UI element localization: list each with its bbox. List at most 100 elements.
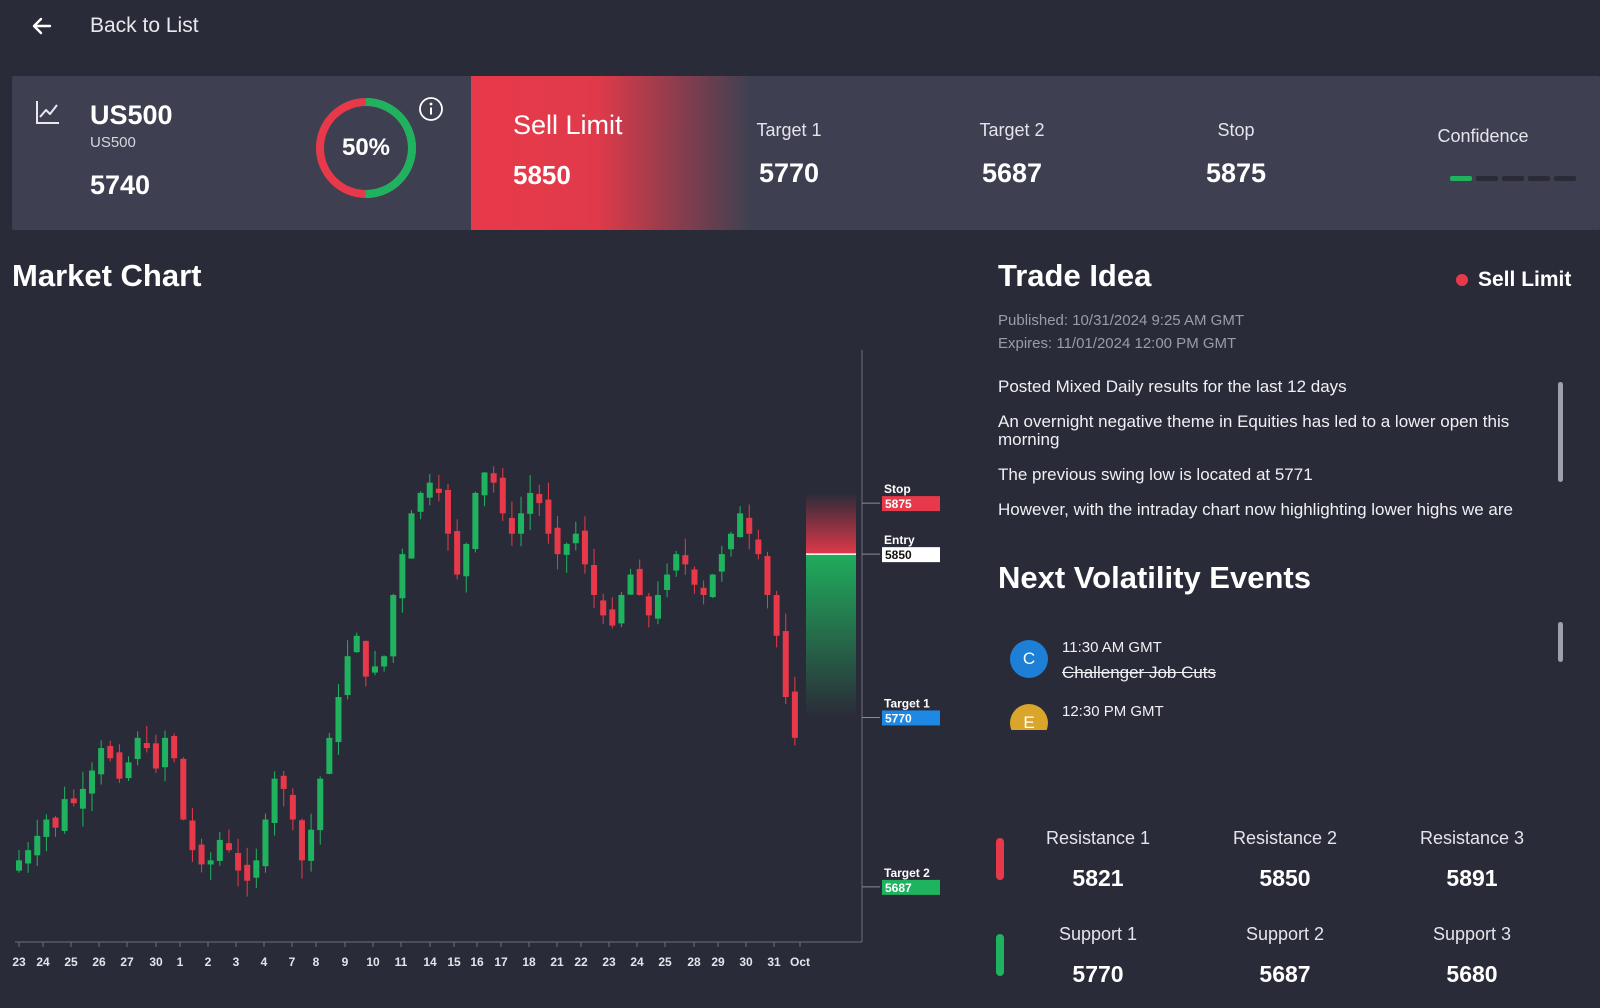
candle-body [362,640,369,677]
resistance-1: Resistance 1 5821 [1028,828,1168,892]
x-tick-label: 16 [470,955,484,969]
candle-body [308,829,315,861]
x-tick-label: 10 [366,955,380,969]
support-1-value: 5770 [1072,961,1124,987]
confidence-meter [1450,176,1576,181]
marker-label: Target 2 [884,866,930,880]
candle-body [782,631,789,698]
trade-idea-text[interactable]: Posted Mixed Daily results for the last … [998,378,1543,528]
candle-body [481,472,488,496]
symbol-subtitle: US500 [90,134,136,151]
candle-body [317,778,324,831]
market-chart[interactable]: Stop 5875 Entry 5850 Target 1 5770 Target 2 568… [0,340,970,980]
gauge-percent: 50% [341,134,391,161]
candle-body [98,748,105,775]
candle-body [591,565,598,595]
candle-body [417,492,424,512]
candle-body [399,554,406,599]
candle-body [116,752,123,779]
x-tick-label: 7 [289,955,296,969]
candle-body [737,513,744,538]
candle-body [89,770,96,794]
candle-body [134,737,141,760]
candle-body [518,513,525,534]
sell-dot-icon [1456,274,1468,286]
x-tick-label: 29 [711,955,725,969]
candle-body [390,594,397,657]
candle-body [171,735,178,759]
event-name: Challenger Job Cuts [1062,663,1217,682]
candle-body [289,794,296,820]
candle-body [25,850,32,864]
marker-label: Entry [884,533,915,547]
candle-body [262,819,269,867]
candle-body [298,820,305,861]
candle-body [79,788,86,809]
x-tick-label: 2 [205,955,212,969]
confidence-label: Confidence [1437,126,1529,146]
target2-metric: Target 2 5687 [932,76,1092,230]
x-tick-label: 24 [36,955,50,969]
candle-body [271,778,278,824]
candle-body [143,743,150,749]
stop-label: Stop [1217,120,1255,140]
idea-paragraph: Posted Mixed Daily results for the last … [998,378,1347,396]
x-tick-label: 4 [261,955,268,969]
candle-body [107,745,114,759]
candle-body [508,517,515,534]
events-scrollbar[interactable] [1558,622,1563,662]
event-item[interactable]: E 12:30 PM GMT [998,692,1528,730]
line-chart-icon [36,101,59,124]
candle-body [180,758,187,820]
symbol-name: US500 [90,100,173,130]
resistance-indicator [996,838,1004,880]
candle-body [454,531,461,575]
x-tick-label: 26 [92,955,106,969]
marker-tag [882,496,940,512]
x-tick-label: 9 [342,955,349,969]
candle-body [727,533,734,550]
candle-body [280,775,287,789]
x-tick-label: 8 [313,955,320,969]
x-tick-label: 22 [574,955,588,969]
candle-body [426,482,433,498]
back-to-list-button[interactable]: Back to List [30,14,199,38]
back-label: Back to List [90,14,199,37]
candle-body [645,596,652,616]
candle-body [545,499,552,534]
candle-body [536,493,543,504]
candle-body [490,473,497,483]
candle-body [125,762,132,779]
event-time: 12:30 PM GMT [1062,703,1164,720]
volatility-events-list[interactable]: C 11:30 AM GMT Challenger Job Cuts E 12:… [998,628,1528,730]
confidence-segment [1450,176,1472,181]
candle-body [527,492,534,514]
x-tick-label: 14 [423,955,437,969]
marker-label: Target 1 [884,696,930,710]
event-item[interactable]: C 11:30 AM GMT Challenger Job Cuts [998,628,1528,692]
candle-body [198,844,205,865]
candle-body [61,799,68,831]
marker-value: 5850 [885,548,912,562]
stop-value: 5875 [1205,158,1267,188]
x-tick-label: 24 [630,955,644,969]
x-tick-label: 25 [658,955,672,969]
x-tick-label: 17 [494,955,508,969]
candle-body [563,543,570,555]
resistance-1-label: Resistance 1 [1045,828,1151,848]
info-icon[interactable] [418,96,444,122]
idea-direction-badge: Sell Limit [1456,268,1571,292]
stop-metric: Stop 5875 [1156,76,1316,230]
candle-body [709,574,716,598]
candle-body [673,554,680,571]
candle-body [572,533,579,544]
candle-body [189,820,196,851]
x-tick-label: 25 [64,955,78,969]
candle-body [52,817,59,828]
candle-body [691,569,698,585]
idea-scrollbar[interactable] [1558,382,1563,482]
candle-body [235,852,242,871]
idea-paragraph: The previous swing low is located at 577… [998,465,1313,484]
candle-body [253,860,260,878]
